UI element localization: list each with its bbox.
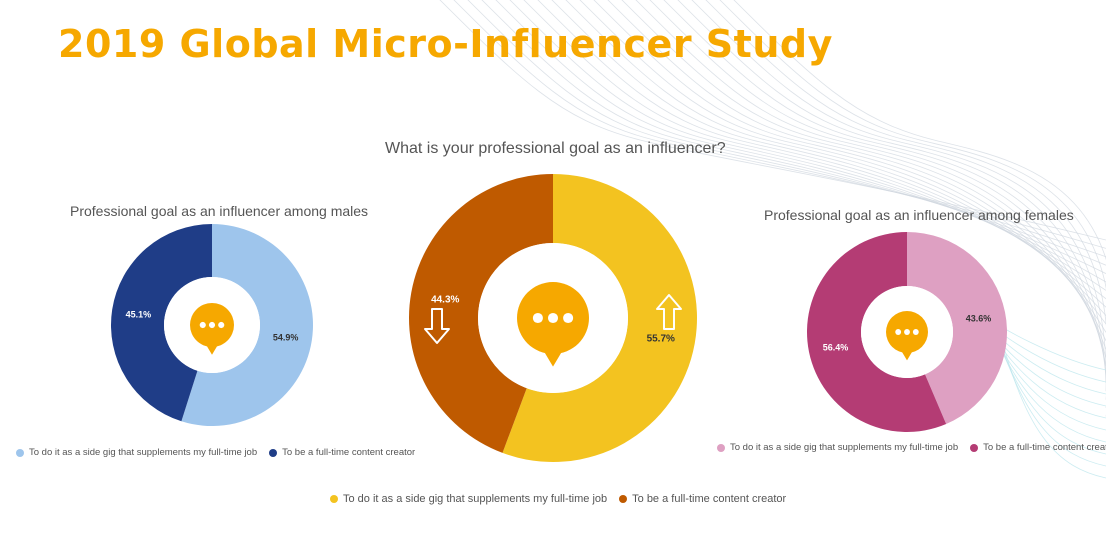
legend-swatch [269, 448, 278, 457]
female-chart-title: Professional goal as an influencer among… [764, 207, 1074, 223]
arrow-down-icon [424, 308, 450, 344]
legend-item-full-time: To be a full-time content creator [269, 447, 415, 458]
legend-item-side-gig: To do it as a side gig that supplements … [16, 447, 257, 458]
chat-bubble-icon [886, 311, 928, 361]
chat-bubble-icon [190, 303, 234, 355]
legend-label: To be a full-time content creator [282, 447, 416, 458]
data-label: 45.1% [126, 310, 152, 320]
data-label: 56.4% [823, 343, 849, 353]
legend-swatch [717, 443, 725, 452]
male-chart-legend: To do it as a side gig that supplements … [16, 447, 427, 458]
legend-label: To do it as a side gig that supplements … [29, 447, 258, 458]
donut-slice-side-gig [181, 224, 314, 426]
arrow-up-icon [656, 294, 682, 330]
female-chart-legend: To do it as a side gig that supplements … [717, 442, 1106, 453]
chat-bubble-icon [517, 282, 589, 367]
female-donut-chart: 43.6% 56.4% [806, 232, 1007, 432]
donut-slice-side-gig [907, 232, 1007, 425]
legend-item-side-gig: To do it as a side gig that supplements … [330, 493, 607, 505]
donut-slice-full-time [111, 224, 212, 422]
overall-donut-chart: 55.7% 44.3% [408, 174, 697, 463]
data-label: 54.9% [273, 332, 299, 342]
legend-swatch [330, 495, 338, 503]
legend-label: To be a full-time content creator [632, 493, 787, 505]
data-label: 43.6% [966, 313, 992, 323]
data-label: 55.7% [647, 334, 675, 345]
center-chart-title: What is your professional goal as an inf… [385, 140, 726, 157]
donut-slice-full-time [806, 232, 947, 432]
male-donut-chart: 54.9% 45.1% [111, 224, 314, 426]
legend-label: To do it as a side gig that supplements … [730, 442, 959, 453]
donut-slice-side-gig [502, 174, 697, 463]
legend-label: To be a full-time content creator [983, 442, 1106, 453]
legend-swatch [16, 448, 24, 457]
page-title: 2019 Global Micro-Influencer Study [58, 22, 833, 66]
legend-label: To do it as a side gig that supplements … [343, 493, 608, 505]
legend-swatch [619, 495, 628, 503]
male-chart-title: Professional goal as an influencer among… [70, 203, 369, 219]
legend-item-full-time: To be a full-time content creator [619, 493, 786, 505]
data-label: 44.3% [431, 294, 459, 305]
legend-item-side-gig: To do it as a side gig that supplements … [717, 442, 958, 453]
legend-item-full-time: To be a full-time content creator [970, 442, 1106, 453]
donut-slice-full-time [408, 174, 553, 453]
overall-chart-legend: To do it as a side gig that supplements … [330, 493, 798, 505]
legend-swatch [970, 443, 979, 452]
